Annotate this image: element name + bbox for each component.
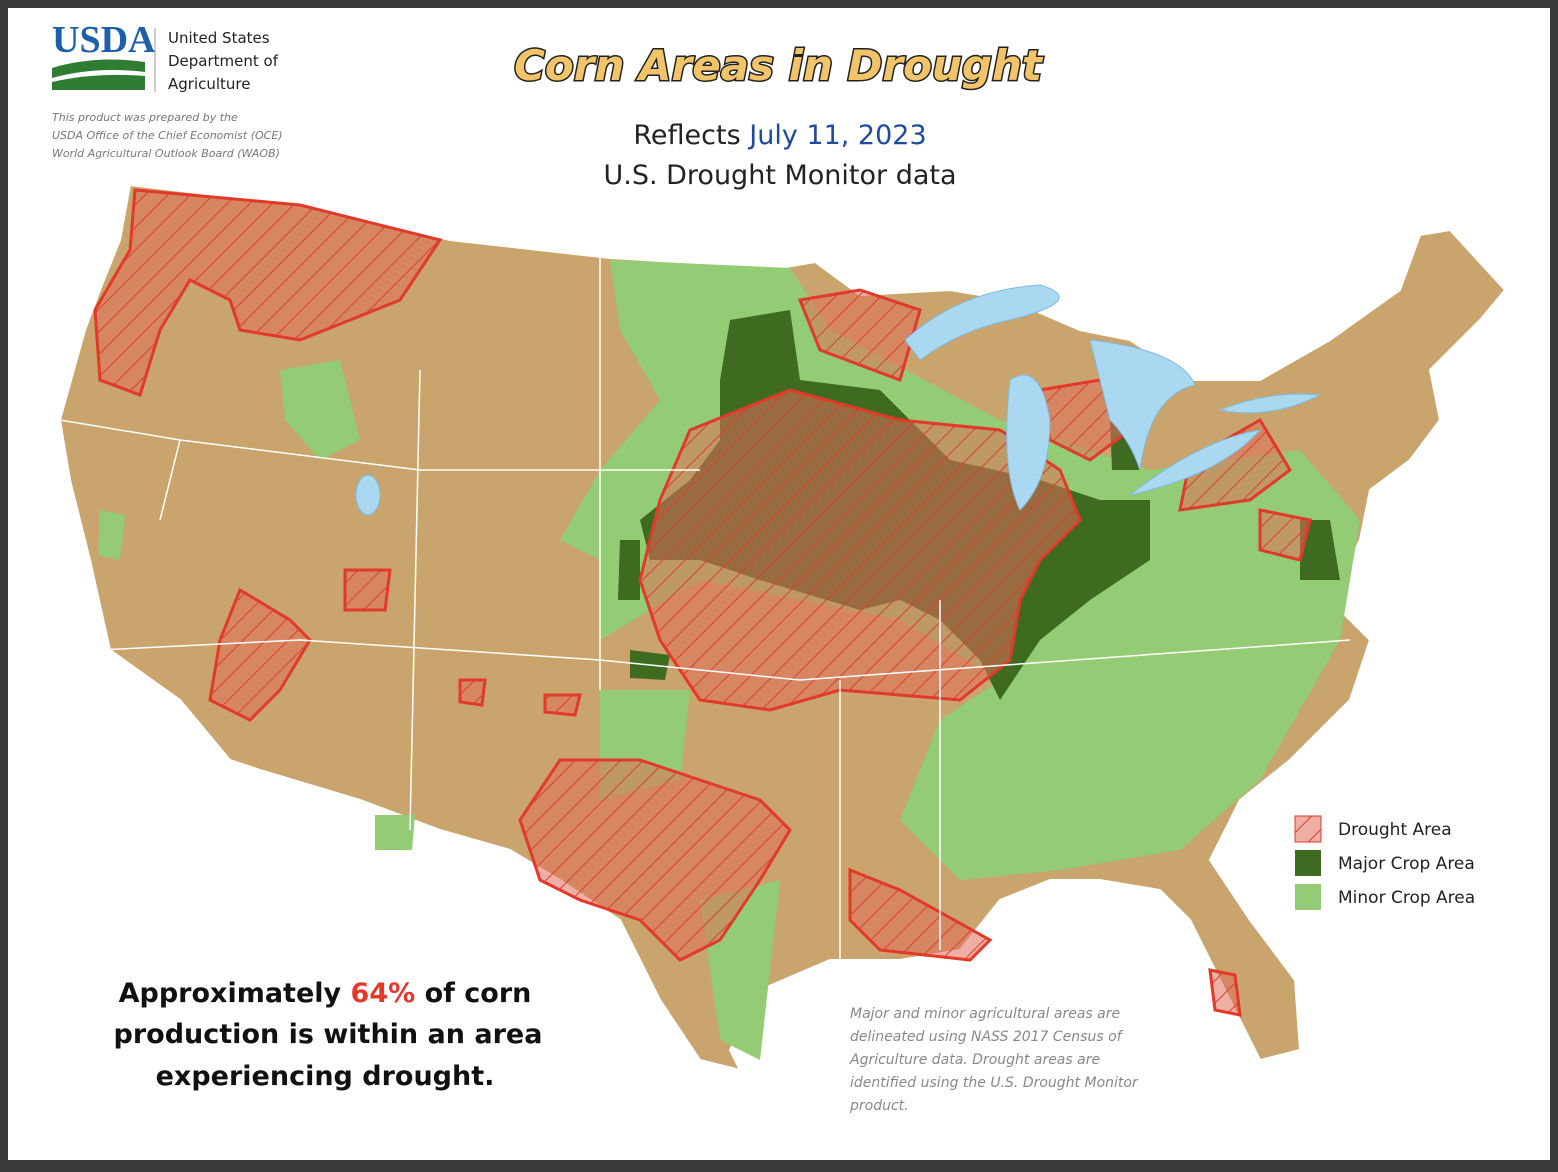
usda-logo: USDA: [52, 19, 156, 61]
callout-line: experiencing drought.: [156, 1061, 495, 1092]
subtitle-prefix: Reflects: [633, 120, 740, 151]
legend: Drought Area Major Crop Area Minor Crop …: [1294, 815, 1475, 910]
great-salt-lake: [355, 474, 381, 516]
us-map: [58, 183, 1507, 1072]
subtitle-line: U.S. Drought Monitor data: [603, 160, 956, 191]
note-line: World Agricultural Outlook Board (WAOB): [52, 147, 280, 160]
legend-swatch: [1294, 815, 1322, 843]
legend-label: Drought Area: [1338, 820, 1452, 840]
subtitle: Reflects July 11, 2023: [633, 120, 926, 151]
footnote-line: product.: [849, 1098, 909, 1114]
lake-huron: [1089, 339, 1196, 471]
footnote-line: identified using the U.S. Drought Monito…: [850, 1075, 1139, 1091]
org-line: United States: [168, 29, 270, 47]
callout-text: of corn: [425, 978, 532, 1009]
org-line: Agriculture: [168, 75, 251, 93]
note-line: This product was prepared by the: [52, 111, 238, 124]
lake-ontario: [1218, 393, 1322, 414]
lake-superior: [904, 284, 1060, 361]
lake-michigan: [1006, 374, 1051, 511]
drought-area: [93, 188, 1312, 1017]
callout-line: production is within an area: [114, 1019, 543, 1050]
footnote-line: Major and minor agricultural areas are: [850, 1006, 1120, 1022]
prep-note: This product was prepared by the USDA Of…: [52, 111, 283, 160]
legend-label: Minor Crop Area: [1338, 888, 1475, 908]
footnote: Major and minor agricultural areas are d…: [849, 1006, 1139, 1114]
lakes: [355, 284, 1322, 516]
logo-field: [52, 74, 145, 90]
callout-line: Approximately 64% of corn: [119, 978, 532, 1009]
subtitle-date: July 11, 2023: [747, 120, 926, 151]
title: Corn Areas in Drought: [514, 41, 1044, 90]
org-name: United States Department of Agriculture: [168, 29, 279, 93]
callout-percent: 64%: [351, 978, 416, 1009]
legend-swatch: [1295, 884, 1321, 910]
logo-swoosh: [52, 59, 145, 78]
note-line: USDA Office of the Chief Economist (OCE): [52, 129, 283, 142]
callout-text: Approximately: [119, 978, 342, 1009]
state-lines: [59, 258, 1351, 960]
legend-label: Major Crop Area: [1338, 854, 1475, 874]
lake-erie: [1129, 429, 1262, 496]
legend-swatch: [1295, 850, 1321, 876]
footnote-line: Agriculture data. Drought areas are: [849, 1052, 1100, 1068]
footnote-line: delineated using NASS 2017 Census of: [850, 1029, 1124, 1045]
org-line: Department of: [168, 52, 279, 70]
callout: Approximately 64% of corn production is …: [114, 978, 543, 1092]
